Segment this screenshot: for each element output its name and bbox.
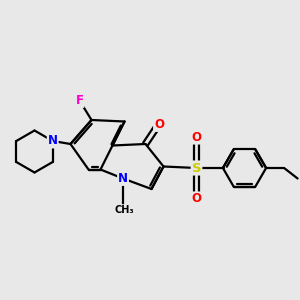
Text: O: O (191, 130, 202, 144)
Text: F: F (76, 94, 83, 107)
Text: O: O (154, 118, 164, 131)
Text: CH₃: CH₃ (115, 205, 134, 215)
Text: S: S (192, 161, 201, 175)
Text: N: N (48, 134, 58, 148)
Text: N: N (118, 172, 128, 185)
Text: O: O (191, 192, 202, 206)
